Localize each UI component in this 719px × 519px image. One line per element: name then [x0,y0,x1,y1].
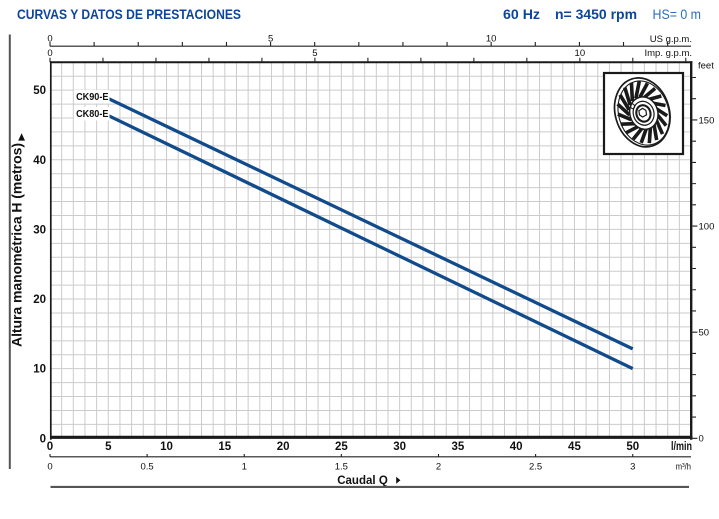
svg-text:m³/h: m³/h [676,462,691,473]
svg-text:1: 1 [242,462,247,473]
svg-text:20: 20 [33,294,46,306]
svg-text:5: 5 [268,34,273,45]
svg-text:20: 20 [277,441,290,453]
svg-text:2.5: 2.5 [529,462,542,473]
svg-text:0: 0 [47,34,52,45]
svg-text:10: 10 [575,48,586,59]
svg-text:0: 0 [47,441,53,453]
svg-text:Altura manométrica H (metros): Altura manométrica H (metros) [8,143,24,347]
svg-text:40: 40 [33,155,46,167]
svg-text:US g.p.m.: US g.p.m. [650,34,692,45]
svg-text:1.5: 1.5 [335,462,348,473]
svg-text:CURVAS Y DATOS DE PRESTACIONES: CURVAS Y DATOS DE PRESTACIONES [17,7,241,23]
svg-text:40: 40 [510,441,523,453]
svg-text:45: 45 [568,441,581,453]
svg-text:10: 10 [33,364,46,376]
svg-text:0.5: 0.5 [141,462,154,473]
svg-text:150: 150 [699,115,715,126]
svg-text:HS= 0 m: HS= 0 m [653,7,702,23]
svg-text:l/min: l/min [671,441,692,453]
svg-text:0: 0 [40,433,46,445]
svg-text:Imp. g.p.m.: Imp. g.p.m. [644,48,692,59]
svg-text:0: 0 [47,48,52,59]
svg-text:15: 15 [218,441,231,453]
svg-text:2: 2 [436,462,441,473]
svg-text:100: 100 [699,221,715,232]
svg-text:CK90-E: CK90-E [76,92,109,103]
svg-text:50: 50 [699,328,710,339]
svg-text:50: 50 [33,85,46,97]
svg-text:CK80-E: CK80-E [76,109,109,120]
svg-text:30: 30 [393,441,406,453]
svg-text:feet: feet [698,61,714,72]
svg-text:Caudal Q: Caudal Q [337,475,388,487]
svg-text:5: 5 [312,48,317,59]
svg-text:10: 10 [160,441,173,453]
svg-text:30: 30 [33,224,46,236]
svg-text:60 Hz: 60 Hz [503,7,540,23]
svg-text:10: 10 [486,34,497,45]
svg-text:0: 0 [699,434,704,445]
svg-text:3: 3 [630,462,635,473]
svg-text:n= 3450 rpm: n= 3450 rpm [555,7,637,23]
svg-text:50: 50 [626,441,639,453]
svg-text:25: 25 [335,441,348,453]
svg-text:0: 0 [47,462,52,473]
svg-text:5: 5 [105,441,112,453]
svg-text:35: 35 [452,441,465,453]
